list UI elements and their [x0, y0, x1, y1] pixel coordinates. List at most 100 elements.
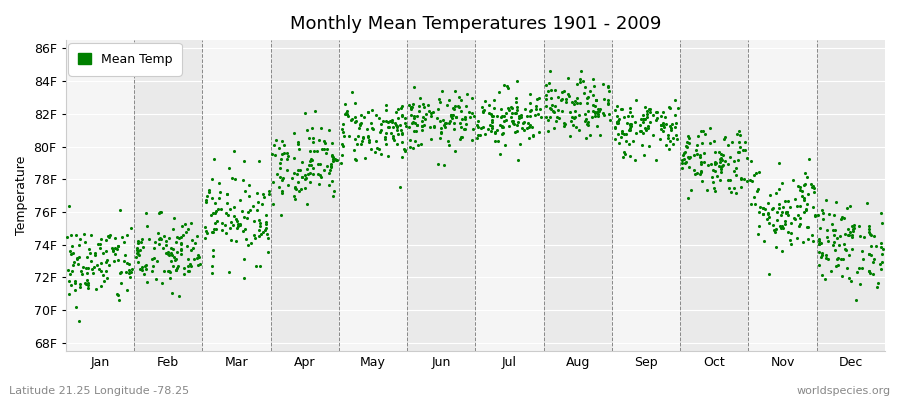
Point — [692, 171, 706, 177]
Point — [718, 134, 733, 140]
Point — [483, 128, 498, 134]
Point — [581, 108, 596, 114]
Point — [202, 188, 217, 195]
Point — [723, 176, 737, 183]
Point — [532, 94, 546, 101]
Point — [792, 222, 806, 229]
Point — [102, 262, 116, 268]
Point — [585, 114, 599, 120]
Point — [225, 175, 239, 181]
Point — [543, 68, 557, 74]
Point — [699, 186, 714, 193]
Point — [391, 115, 405, 121]
Point — [635, 116, 650, 122]
Point — [108, 245, 122, 251]
Point — [416, 101, 430, 108]
Point — [120, 232, 134, 238]
Point — [351, 133, 365, 140]
Point — [220, 190, 234, 197]
Point — [582, 132, 597, 138]
Point — [652, 135, 667, 142]
Point — [85, 266, 99, 272]
Point — [663, 138, 678, 144]
Point — [407, 113, 421, 120]
Point — [760, 200, 775, 206]
Point — [129, 254, 143, 260]
Point — [417, 122, 431, 128]
Point — [117, 258, 131, 264]
Point — [482, 110, 496, 116]
Point — [567, 101, 581, 108]
Point — [615, 130, 629, 136]
Point — [793, 184, 807, 190]
Point — [314, 174, 328, 180]
Point — [638, 116, 652, 122]
Point — [223, 224, 238, 231]
Point — [597, 81, 611, 88]
Point — [588, 103, 602, 109]
Point — [423, 136, 437, 142]
Point — [616, 149, 631, 155]
Point — [670, 104, 685, 111]
Point — [164, 258, 178, 264]
Point — [297, 172, 311, 178]
Point — [634, 128, 648, 134]
Point — [624, 121, 638, 127]
Point — [714, 155, 728, 162]
Point — [424, 112, 438, 119]
Point — [636, 116, 651, 122]
Point — [438, 120, 453, 126]
Point — [411, 103, 426, 110]
Point — [387, 120, 401, 126]
Point — [426, 109, 440, 116]
Point — [695, 178, 709, 184]
Point — [306, 170, 320, 177]
Point — [418, 111, 433, 117]
Point — [485, 125, 500, 132]
Point — [185, 237, 200, 243]
Point — [313, 125, 328, 132]
Point — [390, 126, 404, 133]
Point — [320, 146, 335, 152]
Point — [131, 252, 146, 258]
Point — [160, 251, 175, 257]
Point — [168, 266, 183, 273]
Point — [408, 120, 422, 126]
Point — [783, 237, 797, 243]
Point — [802, 155, 816, 162]
Point — [93, 245, 107, 251]
Point — [814, 272, 829, 278]
Point — [123, 225, 138, 231]
Point — [240, 242, 255, 248]
Point — [161, 249, 176, 256]
Point — [413, 140, 428, 147]
Point — [659, 142, 673, 148]
Point — [214, 227, 229, 234]
Point — [191, 252, 205, 258]
Point — [395, 112, 410, 119]
Bar — [271, 40, 338, 351]
Point — [308, 108, 322, 114]
Point — [106, 248, 121, 254]
Point — [166, 246, 180, 252]
Point — [262, 191, 276, 198]
Point — [498, 113, 512, 120]
Point — [457, 114, 472, 120]
Point — [170, 265, 184, 271]
Point — [707, 158, 722, 165]
Point — [713, 159, 727, 165]
Point — [274, 156, 288, 162]
Point — [566, 115, 580, 121]
Point — [338, 133, 352, 140]
Point — [471, 124, 485, 130]
Point — [776, 225, 790, 232]
Point — [505, 104, 519, 111]
Point — [580, 122, 595, 128]
Point — [732, 127, 746, 134]
Point — [812, 238, 826, 244]
Point — [110, 290, 124, 297]
Point — [758, 205, 772, 212]
Point — [697, 158, 711, 165]
Legend: Mean Temp: Mean Temp — [72, 46, 178, 72]
Point — [634, 142, 649, 148]
